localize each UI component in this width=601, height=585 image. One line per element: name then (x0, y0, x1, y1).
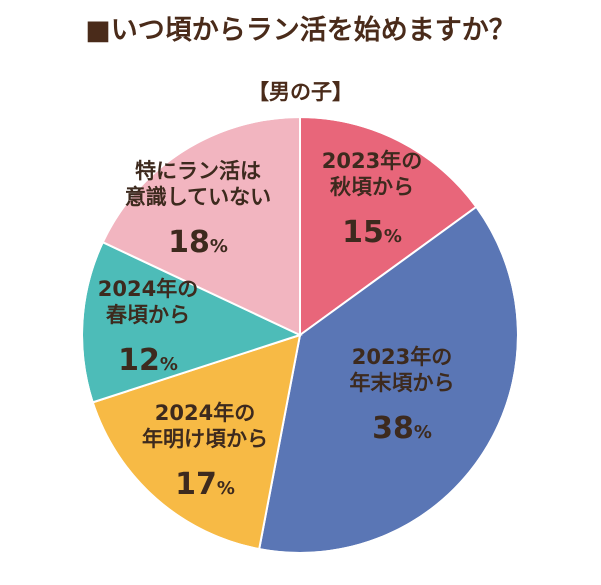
slice-category-label: 2023年の (352, 345, 452, 369)
slice-category-label: 秋頃から (330, 175, 414, 199)
slice-category-label: 2024年の (98, 277, 198, 301)
slice-value-label: 12% (118, 343, 178, 378)
slice-category-label: 意識していない (125, 185, 271, 209)
slice-category-label: 2024年の (155, 401, 255, 425)
pie-outline (81, 116, 519, 554)
chart-title: ■いつ頃からラン活を始めますか？ (85, 15, 516, 46)
slice-category-label: 年明け頃から (142, 427, 268, 451)
slice-category-label: 年末頃から (350, 371, 455, 395)
slice-category-label: 特にラン活は (135, 159, 261, 183)
slice-category-label: 春頃から (106, 303, 190, 327)
chart-subtitle: 【男の子】 (248, 80, 353, 104)
slice-category-label: 2023年の (322, 149, 422, 173)
